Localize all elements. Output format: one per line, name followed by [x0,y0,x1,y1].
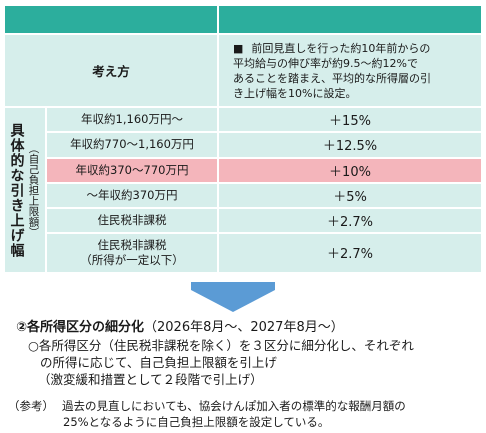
section-heading: ②各所得区分の細分化（2026年8月～、2027年8月～） [16,316,344,335]
row-label-3: 年収約370～770万円 [45,156,219,184]
row-label-6: 住民税非課税 （所得が一定以下） [45,231,219,275]
rationale-line-1: ■ 前回見直しを行った約10年前からの [233,41,431,55]
square-bullet-icon: ■ [233,41,244,55]
section-body: ○各所得区分（住民税非課税を除く）を３区分に細分化し、それぞれ の所得に応じて、… [28,337,414,388]
row-value-4: ＋5% [217,181,483,209]
header-cell-right [217,3,483,36]
reference-line-2: 25%となるように自己負担上限額を設定している。 [63,415,330,429]
section-line-3: （激変緩和措置として２段階で引上げ） [38,372,263,387]
row-value-2: ＋12.5% [217,131,483,159]
side-label-cell: 具体的な引き上げ幅 （自己負担上限額） [3,106,47,274]
row-label-4: ～年収約370万円 [45,181,219,209]
reference-note: （参考） 過去の見直しにおいても、協会けんぽ加入者の標準的な報酬月額の 25%とな… [8,398,406,430]
side-label-main: 具体的な引き上げ幅 [8,122,25,258]
section-line-2: の所得に応じて、自己負担上限額を引上げ [40,355,277,370]
rationale-header-cell: 考え方 [3,33,219,109]
row-label-1: 年収約1,160万円～ [45,106,219,134]
row-label-2: 年収約770～1,160万円 [45,131,219,159]
row-value-1: ＋15% [217,106,483,134]
increase-table: 考え方 ■ 前回見直しを行った約10年前からの 平均給与の伸び率が約9.5～約12… [3,3,483,275]
reference-line-1: 過去の見直しにおいても、協会けんぽ加入者の標準的な報酬月額の [62,399,406,413]
rationale-cell: ■ 前回見直しを行った約10年前からの 平均給与の伸び率が約9.5～約12%で あ… [217,33,483,109]
rationale-line-3: あることを踏まえ、平均的な所得層の引 [233,71,431,85]
reference-tag: （参考） [8,399,54,413]
section-period: （2026年8月～、2027年8月～） [144,320,344,335]
header-cell-left [3,3,219,36]
row-value-6: ＋2.7% [217,231,483,275]
rationale-line-4: き上げ幅を10%に設定。 [233,86,357,100]
section-line-1: ○各所得区分（住民税非課税を除く）を３区分に細分化し、それぞれ [28,338,414,353]
row-value-3: ＋10% [217,156,483,184]
row-value-5: ＋2.7% [217,206,483,234]
down-arrow-icon [191,282,275,312]
side-label-sub: （自己負担上限額） [27,142,40,238]
rationale-header: 考え方 [92,64,130,80]
section-title: ②各所得区分の細分化 [16,320,145,335]
rationale-line-2: 平均給与の伸び率が約9.5～約12%で [233,56,418,70]
row-label-5: 住民税非課税 [45,206,219,234]
